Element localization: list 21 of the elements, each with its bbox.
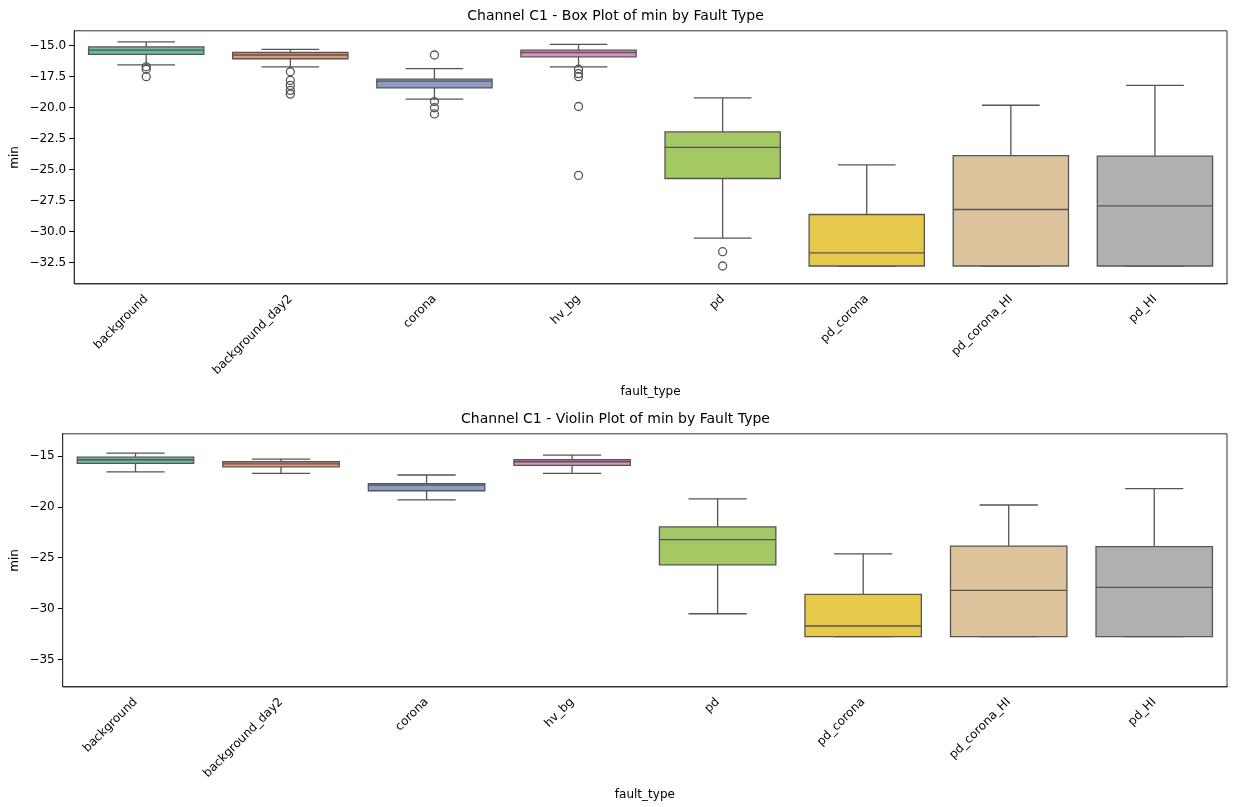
y-tick-label: −32.5: [29, 255, 67, 270]
chart-title: Channel C1 - Violin Plot of min by Fault Type: [461, 410, 770, 427]
y-tick-label: −22.5: [29, 130, 67, 145]
x-axis-title: fault_type: [614, 786, 675, 801]
y-tick-label: −15: [29, 448, 55, 463]
y-tick-label: −30.0: [29, 223, 67, 238]
y-axis-title: min: [7, 549, 22, 572]
x-axis-title: fault_type: [620, 383, 681, 398]
x-tick-label: pd: [701, 694, 722, 716]
y-tick-label: −20: [29, 499, 55, 514]
y-tick-label: −25: [29, 549, 55, 564]
x-tick-label: pd: [706, 291, 727, 313]
y-tick-label: −30: [29, 600, 55, 615]
y-tick-label: −15.0: [29, 37, 67, 52]
y-tick-label: −27.5: [29, 192, 67, 207]
chart-title: Channel C1 - Box Plot of min by Fault Type: [467, 7, 764, 24]
y-tick-label: −35: [29, 651, 55, 666]
y-tick-label: −25.0: [29, 161, 67, 176]
y-axis-title: min: [7, 146, 22, 169]
y-tick-label: −20.0: [29, 99, 67, 114]
y-tick-label: −17.5: [29, 68, 67, 83]
